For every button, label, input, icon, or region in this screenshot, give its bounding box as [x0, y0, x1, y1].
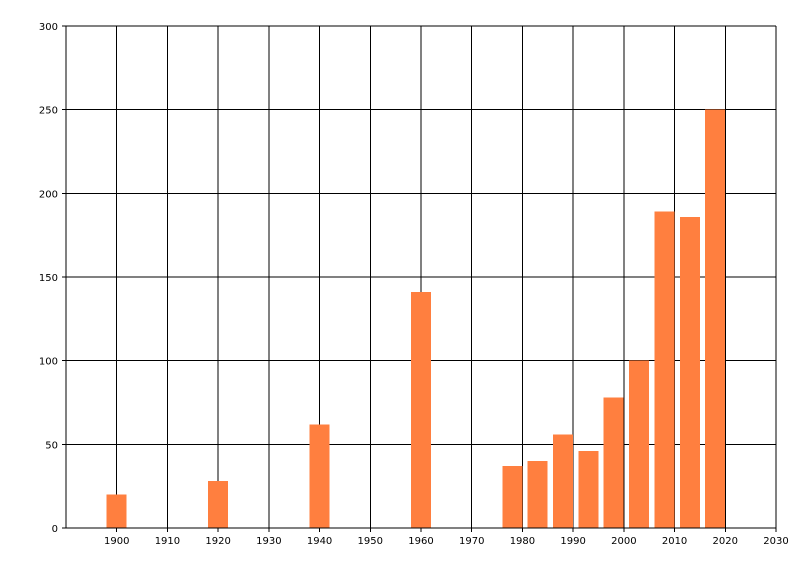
x-tick-label: 1920 [205, 536, 230, 547]
x-tick-label: 1910 [155, 536, 180, 547]
y-tick-label: 150 [39, 273, 58, 284]
x-tick-label: 1970 [459, 536, 484, 547]
bar [603, 397, 624, 528]
x-tick-label: 2010 [662, 536, 687, 547]
y-tick-label: 300 [39, 22, 58, 33]
y-tick-label: 250 [39, 106, 58, 117]
x-tick-label: 1980 [510, 536, 535, 547]
bar [208, 481, 229, 528]
bar-layer [106, 109, 726, 529]
x-tick-label: 1990 [560, 536, 585, 547]
bar [705, 109, 726, 529]
y-tick-label: 0 [52, 524, 58, 535]
x-tick-label: 1940 [307, 536, 332, 547]
bar [553, 434, 573, 528]
bar [679, 216, 700, 528]
y-tick-label: 100 [39, 357, 58, 368]
x-tick-label: 1950 [358, 536, 383, 547]
bar [578, 451, 599, 528]
tick-label-layer: 0 50 100 150 200 250 300 1900 1910 1920 1930 1940 19… [39, 22, 789, 547]
x-tick-label: 2020 [713, 536, 738, 547]
bar [411, 292, 431, 528]
bar [106, 494, 127, 528]
bar [527, 461, 548, 528]
x-tick-label: 2000 [611, 536, 636, 547]
y-tick-label: 50 [45, 440, 58, 451]
bar [502, 466, 523, 528]
y-tick-label: 200 [39, 189, 58, 200]
bar [629, 360, 650, 528]
x-tick-label: 1960 [408, 536, 433, 547]
bar [654, 211, 675, 529]
x-tick-label: 1930 [256, 536, 281, 547]
bar [309, 424, 330, 528]
x-tick-label: 1900 [104, 536, 129, 547]
axis-layer [65, 26, 776, 529]
x-tick-label: 2030 [763, 536, 788, 547]
